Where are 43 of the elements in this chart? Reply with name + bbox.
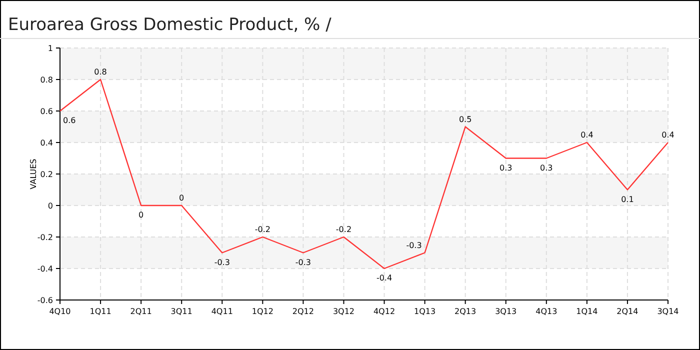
y-axis-title: VALUES (29, 158, 38, 190)
data-label: -0.2 (336, 225, 352, 234)
x-tick-label: 2Q14 (616, 307, 638, 316)
x-tick-label: 3Q13 (495, 307, 517, 316)
y-tick-label: 0 (48, 202, 53, 210)
x-tick-label: 4Q10 (49, 307, 71, 316)
x-tick-label: 1Q14 (576, 307, 598, 316)
x-tick-label: 1Q11 (90, 307, 112, 316)
y-tick-label: 0.6 (40, 107, 53, 116)
x-tick-label: 3Q11 (170, 307, 192, 316)
data-label: -0.2 (254, 225, 270, 234)
data-label: 0.6 (63, 116, 76, 125)
y-tick-label: 0.8 (40, 76, 53, 84)
x-tick-label: 2Q11 (130, 307, 152, 316)
chart-title: Euroarea Gross Domestic Product, % / (8, 15, 332, 35)
data-label: 0.4 (580, 130, 594, 140)
x-tick-label: 4Q13 (536, 307, 558, 316)
x-tick-label: 2Q13 (454, 307, 476, 316)
data-label: -0.3 (214, 258, 230, 267)
x-tick-label: 2Q12 (292, 307, 314, 316)
data-label: -0.3 (406, 240, 422, 250)
data-label: 0 (179, 194, 184, 202)
y-tick-label: -0.2 (37, 233, 53, 242)
y-tick-label: 0.2 (40, 170, 53, 179)
data-label: 0.1 (621, 194, 634, 204)
data-label: 0.4 (662, 130, 674, 140)
x-tick-label: 4Q11 (211, 307, 233, 316)
x-tick-label: 3Q12 (332, 307, 355, 316)
x-tick-label: 1Q12 (252, 307, 274, 316)
y-tick-label: 0.4 (40, 138, 53, 148)
data-label: 0.3 (500, 163, 512, 172)
y-tick-label: -0.4 (37, 264, 53, 274)
data-label: 0.8 (94, 68, 107, 76)
data-label: -0.3 (295, 258, 312, 267)
data-label: -0.4 (376, 274, 392, 282)
y-tick-label: -0.6 (37, 296, 53, 305)
data-label: 0.3 (540, 163, 553, 172)
data-label: 0 (138, 210, 144, 220)
x-tick-label: 1Q13 (414, 307, 436, 316)
x-tick-label: 4Q12 (373, 307, 396, 316)
x-tick-label: 3Q14 (657, 307, 679, 316)
y-tick-label: 1 (48, 44, 53, 53)
data-label: 0.5 (458, 114, 472, 124)
